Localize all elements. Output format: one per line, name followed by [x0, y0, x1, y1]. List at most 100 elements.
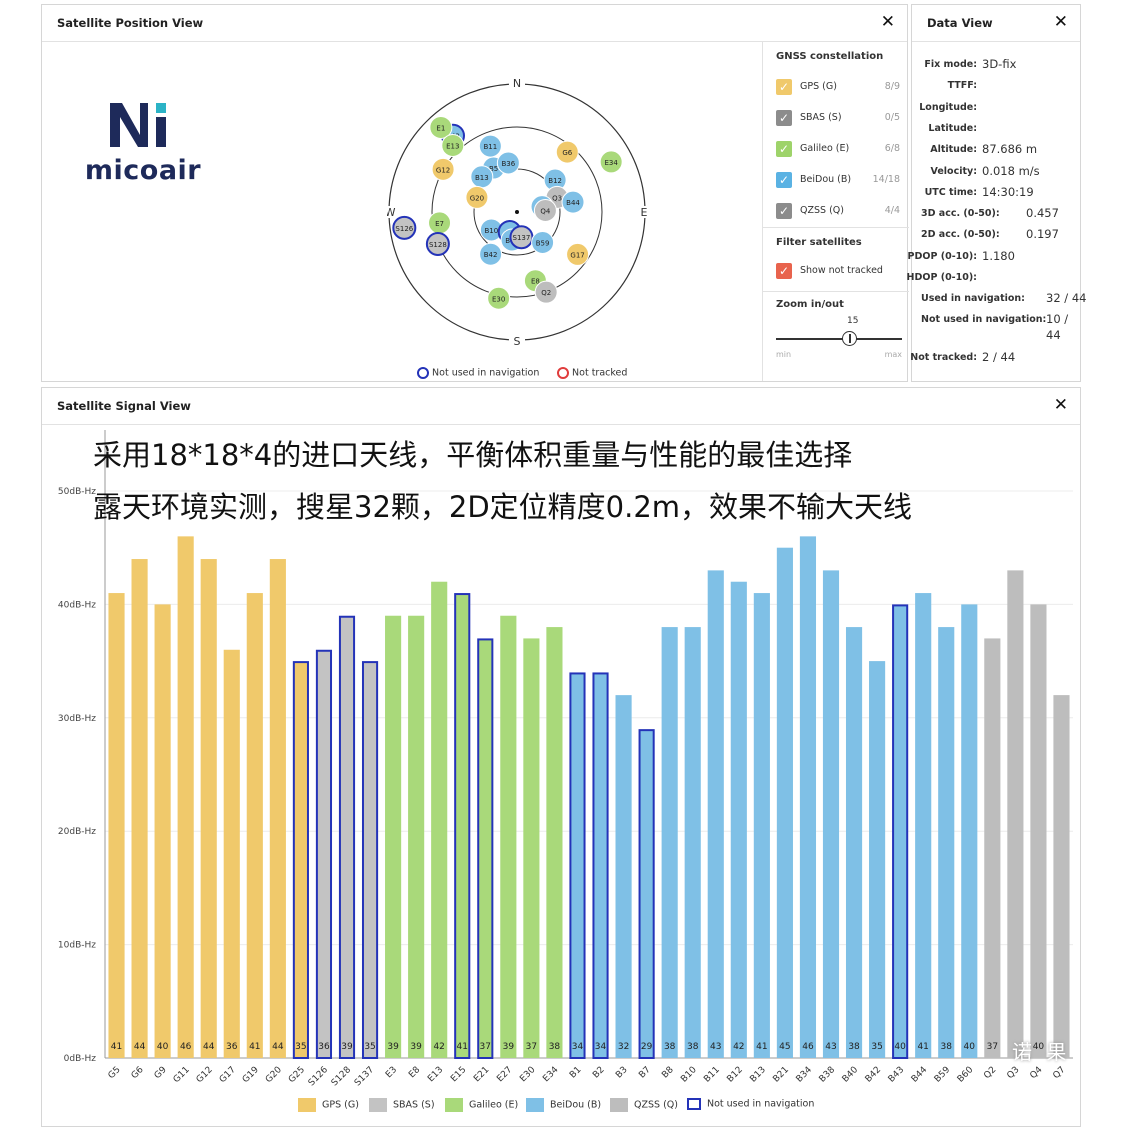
bar-value-label: 42	[433, 1042, 444, 1052]
gnss-checkbox-4[interactable]: ✓ QZSS (Q) 4/4	[776, 203, 904, 221]
bar-value-label: 32	[618, 1042, 629, 1052]
data-row: Not used in navigation: 10 /	[912, 312, 1082, 328]
signal-bar	[845, 627, 863, 1058]
y-tick-label: 0dB-Hz	[64, 1054, 97, 1064]
legend-label: BeiDou (B)	[550, 1099, 602, 1111]
data-label: Not tracked:	[910, 352, 977, 363]
bar-value-label: 41	[917, 1042, 928, 1052]
x-tick-label: G5	[107, 1065, 123, 1081]
sky-satellite: E34	[599, 150, 623, 174]
checkbox-label: Show not tracked	[800, 265, 883, 276]
x-tick-label: B10	[679, 1065, 699, 1085]
filter-title: Filter satellites	[776, 237, 862, 248]
zoom-slider-track[interactable]	[776, 338, 902, 340]
signal-bar	[915, 593, 932, 1058]
data-value: 0.197	[1026, 227, 1059, 241]
not-tracked-marker-icon	[557, 367, 569, 379]
data-label: 2D acc. (0-50):	[921, 229, 1000, 240]
gnss-checkbox-2[interactable]: ✓ Galileo (E) 6/8	[776, 141, 904, 159]
x-tick-label: B21	[771, 1065, 791, 1085]
signal-bar	[961, 604, 978, 1058]
data-label: Not used in navigation:	[921, 314, 1047, 325]
bar-value-label: 44	[203, 1042, 215, 1052]
svg-text:E34: E34	[605, 159, 619, 167]
x-tick-label: B59	[933, 1065, 953, 1085]
x-tick-label: E15	[449, 1065, 468, 1084]
gnss-checkbox-1[interactable]: ✓ SBAS (S) 0/5	[776, 110, 904, 128]
signal-bar	[223, 649, 240, 1058]
panel-title: Data View	[927, 16, 993, 30]
bar-value-label: 44	[134, 1042, 146, 1052]
signal-bar	[454, 593, 471, 1059]
bar-value-label: 39	[410, 1042, 422, 1052]
signal-bar	[638, 729, 655, 1059]
data-row: 3D acc. (0-50): 0.457	[912, 206, 1082, 222]
sky-satellite: G6	[555, 140, 579, 164]
svg-text:G12: G12	[436, 166, 450, 174]
x-tick-label: G11	[172, 1065, 192, 1085]
gnss-checkbox-0[interactable]: ✓ GPS (G) 8/9	[776, 79, 904, 97]
close-icon[interactable]: ✕	[1053, 395, 1068, 415]
x-tick-label: S137	[353, 1065, 376, 1088]
constellation-sidebar: GNSS constellation ✓ GPS (G) 8/9 ✓ SBAS (S) 0…	[762, 41, 909, 381]
close-icon[interactable]: ✕	[1053, 12, 1068, 32]
data-row: TTFF:	[912, 78, 1082, 94]
sky-satellite: B59	[531, 231, 555, 255]
check-icon: ✓	[776, 172, 792, 188]
close-icon[interactable]: ✕	[880, 12, 895, 32]
sky-satellite: G20	[465, 185, 489, 209]
data-value: 10 /	[1046, 312, 1069, 326]
bar-value-label: 39	[387, 1042, 399, 1052]
gps-swatch-icon	[298, 1098, 316, 1112]
signal-bar	[246, 593, 263, 1058]
signal-bar	[131, 559, 148, 1058]
gnss-checkbox-3[interactable]: ✓ BeiDou (B) 14/18	[776, 172, 904, 190]
data-row: HDOP (0-10):	[907, 270, 1082, 286]
signal-bar	[661, 627, 678, 1058]
svg-text:B12: B12	[548, 177, 562, 185]
bar-value-label: 45	[779, 1042, 790, 1052]
signal-bar	[892, 604, 909, 1060]
x-tick-label: S126	[307, 1065, 330, 1088]
sky-legend-not-tracked: Not tracked	[557, 367, 627, 379]
show-not-tracked-checkbox[interactable]: ✓ Show not tracked	[776, 263, 904, 281]
legend-label: Not used in navigation	[707, 1098, 815, 1110]
checkbox-label: BeiDou (B)	[800, 174, 852, 185]
signal-bar	[292, 661, 309, 1059]
signal-bar	[776, 547, 793, 1058]
signal-bar	[569, 672, 586, 1059]
zoom-slider-handle[interactable]	[842, 331, 858, 346]
bar-value-label: 42	[733, 1042, 744, 1052]
checkbox-count: 14/18	[872, 174, 900, 185]
data-label: PDOP (0-10):	[907, 251, 977, 262]
bar-value-label: 41	[457, 1042, 468, 1052]
legend-label: Not used in navigation	[432, 367, 540, 379]
data-row: 2D acc. (0-50): 0.197	[912, 227, 1082, 243]
logo-mark-icon	[110, 103, 166, 147]
signal-bar	[592, 672, 609, 1059]
bar-value-label: 46	[180, 1042, 192, 1052]
bar-value-label: 43	[825, 1042, 836, 1052]
x-tick-label: E3	[384, 1065, 399, 1080]
x-tick-label: Q4	[1028, 1065, 1044, 1081]
bar-value-label: 40	[964, 1042, 976, 1052]
x-tick-label: Q2	[982, 1065, 998, 1081]
legend-label: GPS (G)	[322, 1099, 359, 1111]
sky-satellite: B44	[561, 190, 585, 214]
checkbox-label: Galileo (E)	[800, 143, 850, 154]
check-icon: ✓	[776, 110, 792, 126]
data-label: Velocity:	[930, 166, 977, 177]
bar-value-label: 39	[341, 1042, 353, 1052]
sky-satellites: B43E1E13B11G6B5B36E34G12B13B12Q3B1B44Q4G…	[392, 115, 623, 310]
logo-text: micoair	[84, 155, 202, 186]
svg-text:B10: B10	[485, 227, 499, 235]
signal-bar	[154, 604, 171, 1058]
sky-satellite: G17	[566, 242, 590, 266]
sky-legend-not-used: Not used in navigation	[417, 367, 539, 379]
data-row: 44	[912, 328, 1082, 344]
data-row: PDOP (0-10): 1.180	[908, 249, 1082, 265]
legend-gps: GPS (G)	[298, 1098, 359, 1112]
signal-bar	[200, 559, 217, 1058]
signal-bar	[361, 661, 379, 1059]
x-tick-label: B11	[702, 1065, 722, 1085]
